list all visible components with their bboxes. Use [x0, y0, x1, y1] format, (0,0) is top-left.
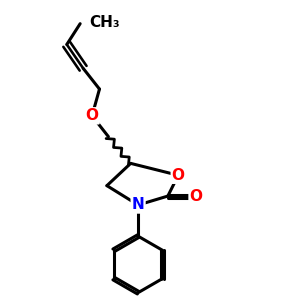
Text: O: O: [190, 189, 202, 204]
Text: N: N: [132, 197, 145, 212]
Text: O: O: [85, 108, 98, 123]
Text: O: O: [172, 168, 185, 183]
Text: CH₃: CH₃: [89, 15, 120, 30]
